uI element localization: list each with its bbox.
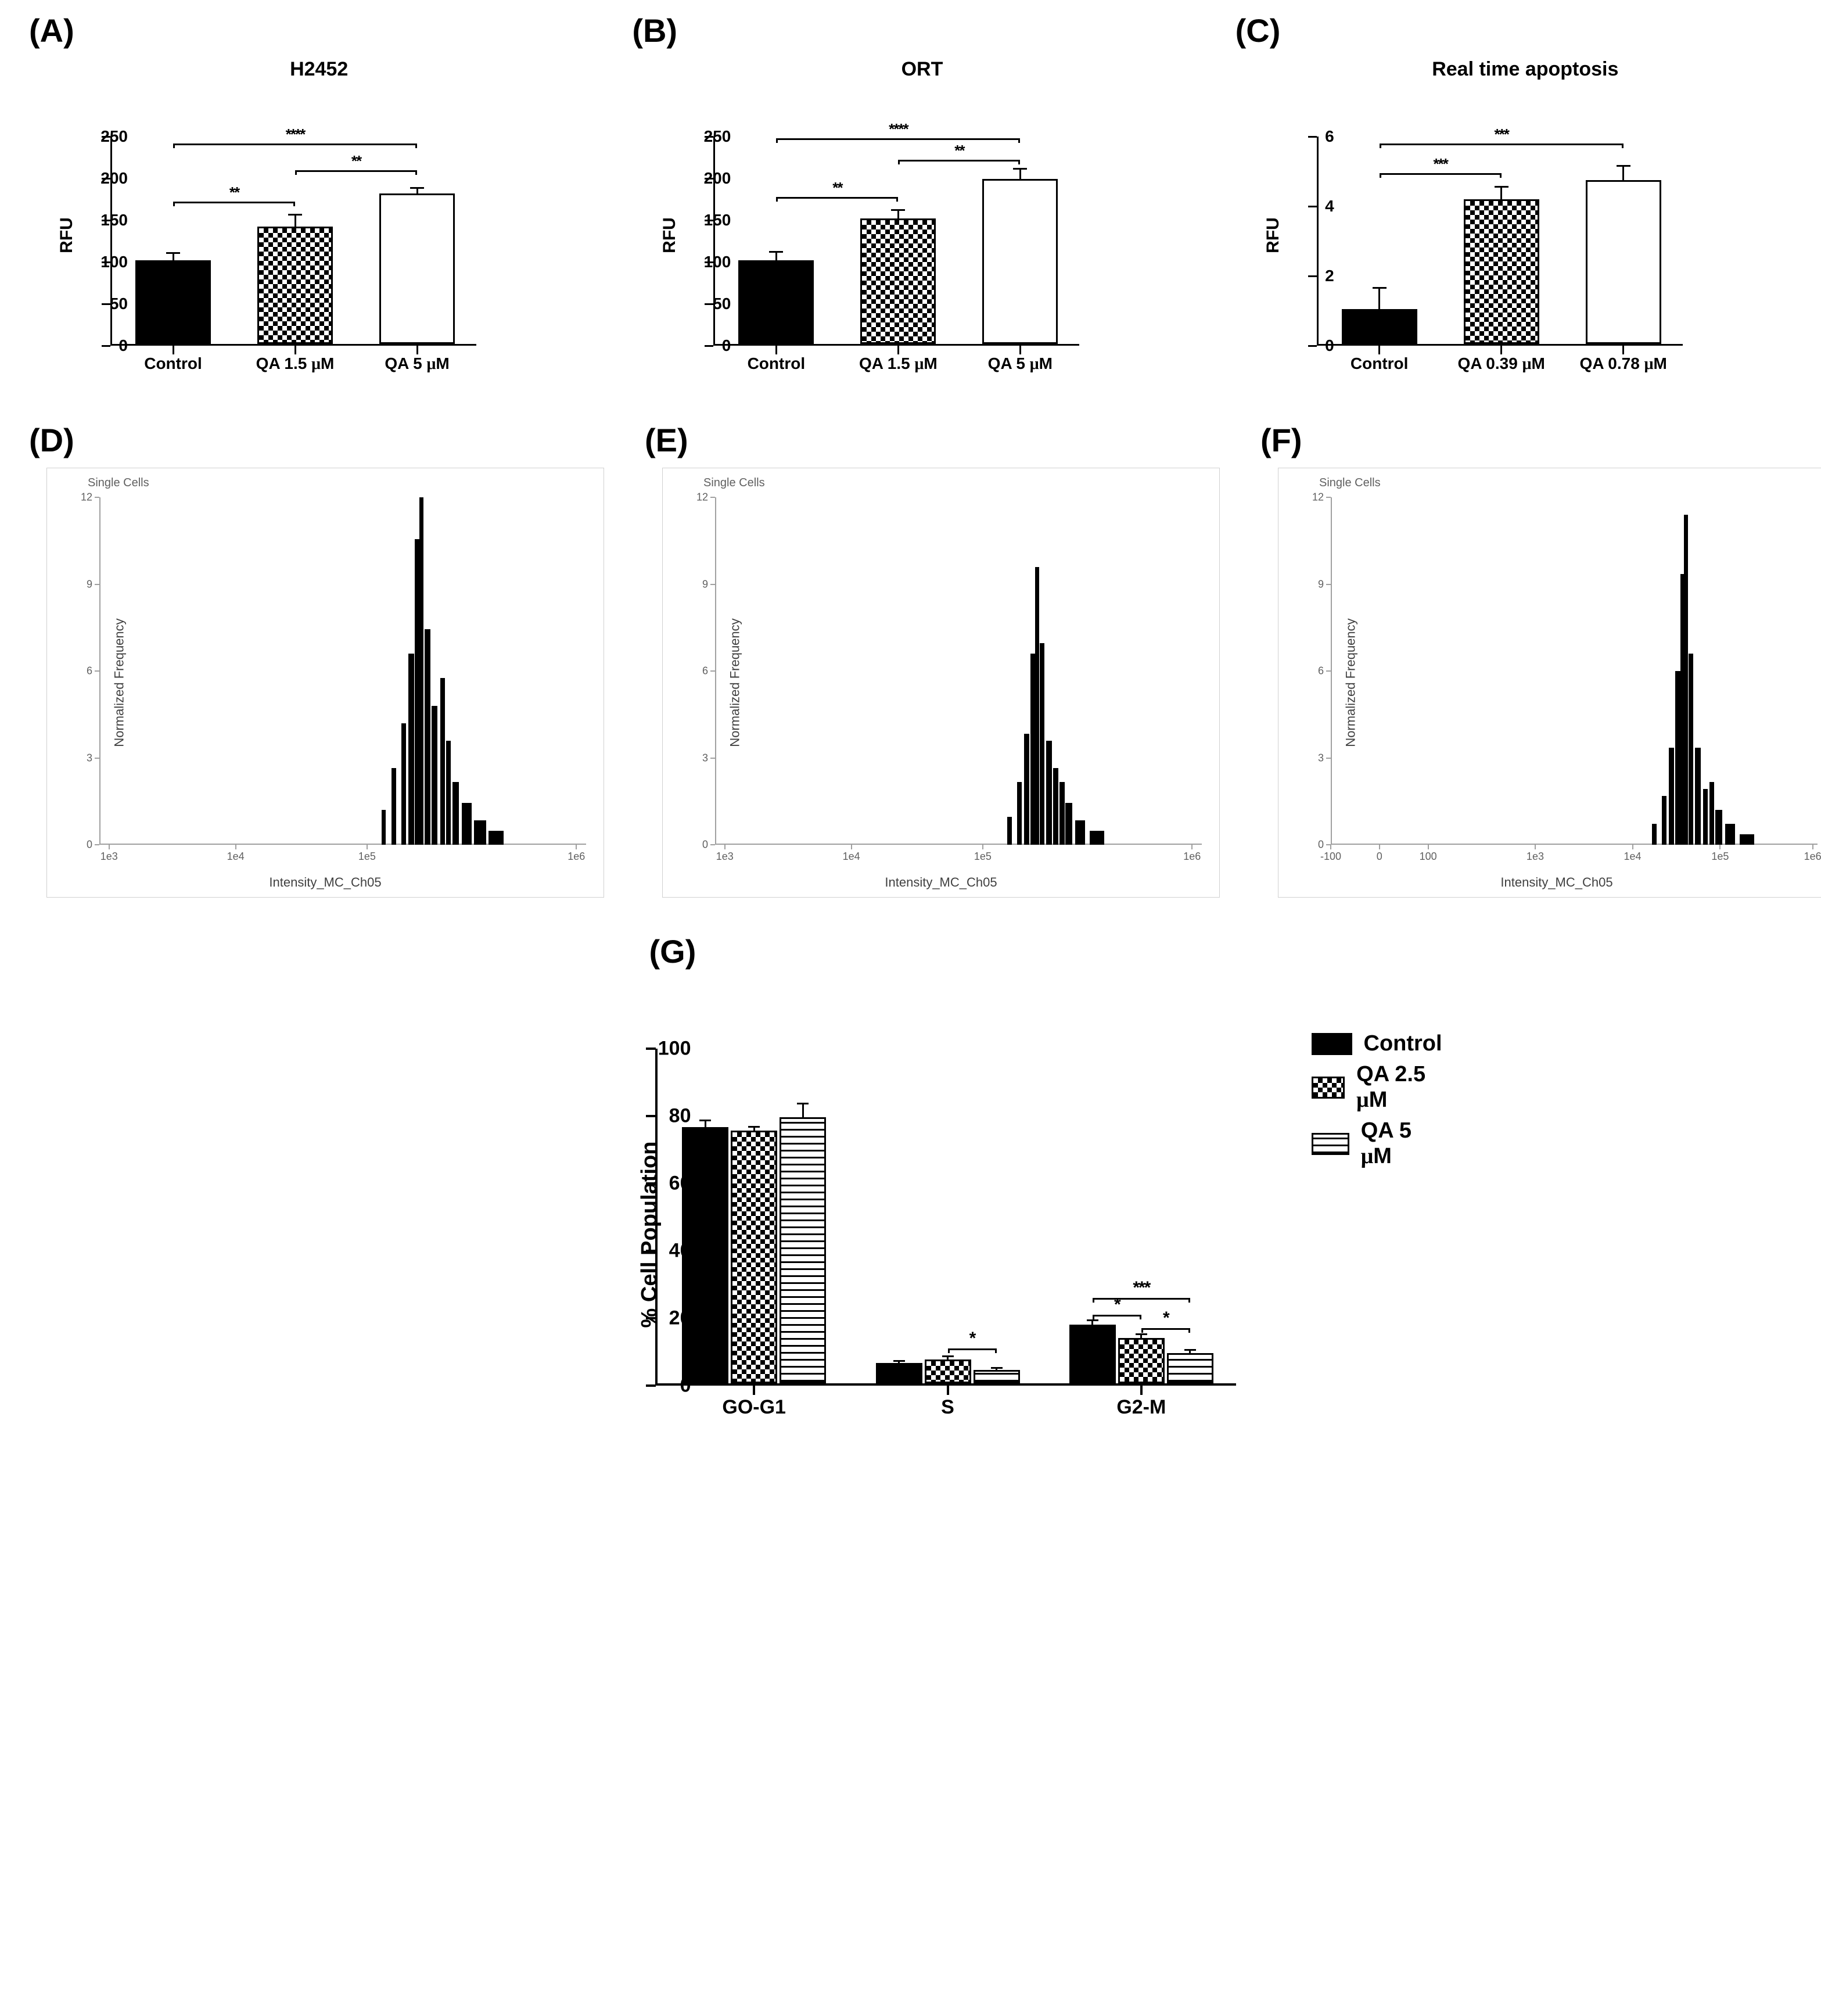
row-def: (D) Single CellsNormalized FrequencyInte… [23,433,1798,898]
panel-d-histogram: Single CellsNormalized FrequencyIntensit… [46,468,604,898]
panel-c-chart: ControlQA 0.39 μMQA 0.78 μM******RFU0246 [1253,84,1706,386]
row-abc: (A) H2452 ControlQA 1.5 μMQA 5 μM*******… [23,23,1798,386]
panel-d-label: (D) [29,421,74,459]
figure-root: (A) H2452 ControlQA 1.5 μMQA 5 μM*******… [23,23,1798,1455]
panel-b-label: (B) [632,12,677,49]
panel-g-chart: % Cell PopulationGO-G1SG2-M******0204060… [556,1014,1288,1455]
panel-f: (F) Single CellsNormalized FrequencyInte… [1255,433,1821,898]
panel-b-title: ORT [649,58,1194,81]
panel-g-label: (G) [649,932,696,970]
panel-b-chart: ControlQA 1.5 μMQA 5 μM********RFU050100… [649,84,1102,386]
panel-c-label: (C) [1235,12,1281,49]
panel-g: (G) % Cell PopulationGO-G1SG2-M******020… [533,944,1288,1455]
panel-c-title: Real time apoptosis [1253,58,1798,81]
panel-c: (C) Real time apoptosis ControlQA 0.39 μ… [1230,23,1798,386]
panel-f-histogram: Single CellsNormalized FrequencyIntensit… [1278,468,1821,898]
row-g: (G) % Cell PopulationGO-G1SG2-M******020… [23,944,1798,1455]
panel-d: (D) Single CellsNormalized FrequencyInte… [23,433,604,898]
panel-f-label: (F) [1260,421,1302,459]
panel-e-histogram: Single CellsNormalized FrequencyIntensit… [662,468,1220,898]
panel-a-label: (A) [29,12,74,49]
panel-b: (B) ORT ControlQA 1.5 μMQA 5 μM********R… [626,23,1194,386]
panel-e: (E) Single CellsNormalized FrequencyInte… [639,433,1220,898]
panel-a-chart: ControlQA 1.5 μMQA 5 μM********RFU050100… [46,84,500,386]
panel-a: (A) H2452 ControlQA 1.5 μMQA 5 μM*******… [23,23,591,386]
panel-a-title: H2452 [46,58,591,81]
panel-e-label: (E) [645,421,688,459]
